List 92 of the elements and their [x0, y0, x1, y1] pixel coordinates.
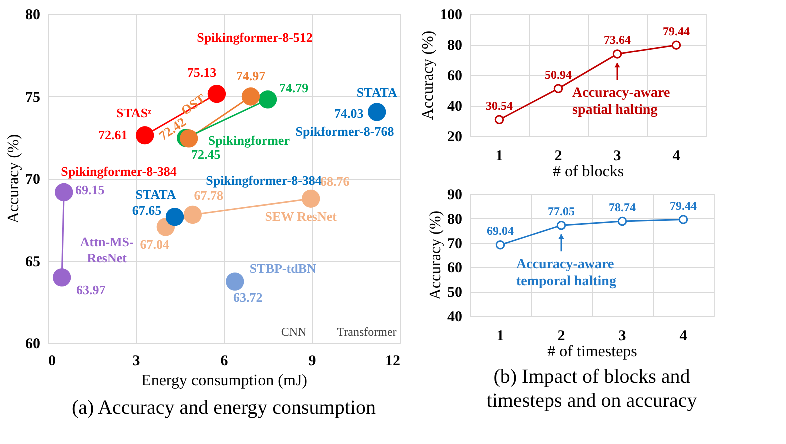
y-tick-label: 90: [448, 188, 462, 204]
y-tick-label: 60: [26, 336, 40, 352]
x-tick-label: 2: [558, 328, 566, 344]
text: (a) Accuracy and energy consumption: [72, 397, 376, 419]
annotation: Spikingformer-8-384: [61, 164, 178, 179]
data-label: 67.78: [194, 188, 224, 204]
point: [226, 272, 244, 291]
annotation: Transformer: [337, 325, 397, 339]
y-tick-label: 70: [448, 236, 462, 252]
data-label: 72.45: [192, 147, 222, 162]
data-label: 30.54: [486, 98, 513, 113]
data-label: 74.03: [334, 106, 364, 122]
point: [618, 216, 628, 226]
series-label: Spikingformer: [208, 133, 290, 148]
data-label: 68.76: [320, 174, 350, 189]
x-axis-title: # of blocks: [552, 164, 624, 180]
y-tick-label: 40: [448, 310, 462, 326]
annotation: CNN: [281, 325, 307, 339]
point: [496, 240, 506, 250]
x-axis-title: Energy consumption (mJ): [142, 372, 308, 390]
series-label: STBP-tdBN: [250, 260, 317, 276]
x-tick-label: 1: [496, 148, 504, 164]
data-label: 50.94: [545, 68, 572, 82]
x-tick-label: 1: [496, 328, 504, 344]
annotation: Spikformer-8-768: [296, 124, 395, 139]
point: [258, 90, 278, 109]
point: [184, 206, 202, 224]
y-tick-label: 65: [26, 254, 40, 270]
y-tick-label: 80: [448, 212, 462, 228]
point: [612, 50, 622, 59]
y-axis-title: Accuracy (%): [428, 210, 444, 300]
point: [302, 190, 320, 208]
x-tick-label: 9: [308, 354, 316, 370]
point: [52, 268, 72, 287]
x-tick-label: 0: [48, 354, 56, 370]
data-label: 67.04: [140, 237, 170, 252]
annotation: Accuracy-aware temporal halting: [516, 258, 616, 290]
y-tick-label: 60: [448, 260, 462, 277]
point: [242, 88, 260, 106]
x-tick-label: 3: [618, 328, 626, 344]
y-tick-label: 20: [448, 130, 462, 146]
point: [672, 40, 682, 50]
y-tick-label: 75: [26, 90, 40, 106]
point: [678, 215, 688, 224]
y-tick-label: 80: [448, 38, 462, 54]
annotation: Spikingformer-8-512: [197, 30, 313, 45]
y-tick-label: 60: [448, 68, 462, 84]
data-label: 77.05: [548, 204, 575, 219]
point: [55, 183, 74, 202]
data-label: 79.44: [670, 198, 697, 213]
series-label: Attn-MS- ResNet: [80, 234, 134, 266]
x-axis-title: # of timesteps: [548, 344, 638, 360]
series-label: STATA: [136, 187, 177, 202]
text: (b) Impact of blocks and timesteps and on accuracy: [486, 366, 698, 412]
data-label: 63.72: [234, 290, 263, 305]
point: [556, 220, 566, 230]
point: [166, 208, 184, 226]
point: [494, 115, 504, 125]
data-label: 67.65: [132, 203, 162, 218]
data-label: 69.04: [487, 224, 514, 238]
point: [554, 84, 564, 94]
annotation: Spikingformer-8-384: [206, 173, 322, 188]
y-tick-label: 70: [26, 172, 40, 188]
text: STATA: [356, 85, 398, 100]
series-label: STASᶻ: [116, 106, 152, 121]
data-label: 72.61: [98, 128, 128, 143]
data-label: 78.74: [609, 200, 636, 214]
data-label: 73.64: [604, 33, 631, 48]
data-label: 63.97: [76, 282, 106, 298]
x-tick-label: 3: [614, 148, 622, 164]
annotation: Accuracy-aware spatial halting: [572, 86, 670, 118]
data-label: 69.15: [76, 182, 106, 198]
data-label: 75.13: [187, 65, 218, 80]
data-label: 74.79: [279, 80, 310, 96]
y-tick-label: 80: [26, 8, 40, 24]
y-tick-label: 40: [448, 99, 462, 115]
point: [208, 85, 226, 104]
x-tick-label: 12: [386, 354, 400, 370]
data-label: 79.44: [663, 24, 690, 38]
x-tick-label: 2: [554, 148, 562, 164]
y-tick-label: 100: [440, 8, 462, 24]
point: [368, 103, 386, 122]
x-tick-label: 6: [220, 354, 229, 370]
x-tick-label: 4: [680, 328, 688, 344]
y-axis-title: Accuracy (%): [420, 30, 437, 120]
y-axis-title: Accuracy (%): [6, 134, 22, 224]
x-tick-label: 3: [132, 354, 140, 370]
series-label: SEW ResNet: [265, 208, 338, 224]
y-tick-label: 50: [448, 285, 462, 302]
data-label: 74.97: [236, 68, 266, 84]
point: [136, 126, 154, 145]
x-tick-label: 4: [672, 148, 681, 164]
